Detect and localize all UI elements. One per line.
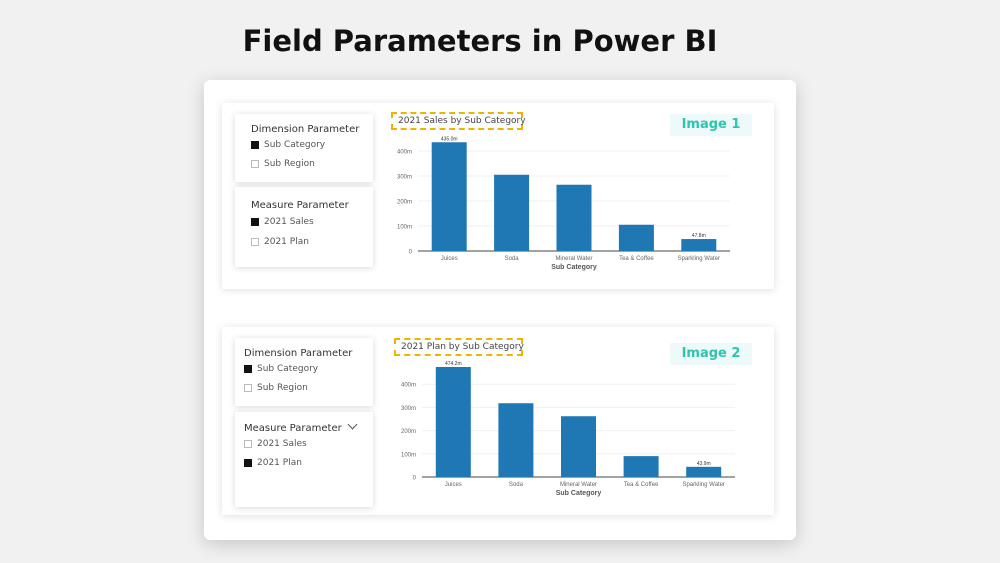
- x-axis-title: Sub Category: [551, 264, 597, 271]
- y-tick-label: 0: [413, 476, 417, 482]
- y-tick-label: 300m: [397, 175, 412, 181]
- x-axis-title: Sub Category: [556, 490, 602, 497]
- x-tick-label: Sparkling Water: [682, 482, 724, 488]
- option-label: 2021 Sales: [257, 439, 307, 449]
- data-label: 43.9m: [697, 461, 711, 467]
- data-label: 474.2m: [445, 361, 462, 367]
- bar-tea-coffee: [618, 224, 654, 251]
- checkbox-icon[interactable]: [244, 459, 252, 467]
- x-tick-label: Mineral Water: [555, 256, 592, 262]
- bar-sparkling-water: [681, 239, 717, 251]
- dimension-slicer-1: Dimension Parameter Sub Category Sub Reg…: [235, 114, 373, 182]
- bar-soda: [494, 174, 530, 251]
- chart-title: 2021 Plan by Sub Category: [394, 338, 524, 356]
- bar-soda: [498, 403, 534, 477]
- y-tick-label: 0: [409, 250, 413, 256]
- bar-juices: [431, 142, 467, 251]
- y-tick-label: 400m: [397, 150, 412, 156]
- slicer-option-2021-plan[interactable]: 2021 Plan: [251, 237, 309, 247]
- measure-slicer-2: Measure Parameter 2021 Sales 2021 Plan: [235, 412, 373, 507]
- checkbox-icon[interactable]: [251, 141, 259, 149]
- x-tick-label: Tea & Coffee: [619, 256, 654, 262]
- bar-chart-plan: 0 100m 200m 300m 400m Juices 474.2m Soda Mineral…: [401, 361, 735, 497]
- image-label: Image 1: [670, 114, 752, 136]
- x-tick-label: Soda: [505, 256, 520, 262]
- checkbox-icon[interactable]: [244, 440, 252, 448]
- data-label: 435.0m: [441, 136, 458, 142]
- slicer-option-sub-category[interactable]: Sub Category: [244, 364, 318, 374]
- bar-chart-sales: 0 100m 200m 300m 400m Juices 435.0m Soda Mineral…: [397, 136, 730, 271]
- checkbox-icon[interactable]: [251, 238, 259, 246]
- x-tick-label: Juices: [441, 256, 458, 262]
- checkbox-icon[interactable]: [244, 365, 252, 373]
- image-label: Image 2: [670, 343, 752, 365]
- option-label: Sub Region: [257, 383, 308, 393]
- option-label: 2021 Plan: [264, 237, 309, 247]
- bar-mineral-water: [556, 184, 592, 251]
- page-title: Field Parameters in Power BI: [242, 24, 718, 58]
- bar-juices: [435, 367, 471, 477]
- y-tick-label: 100m: [401, 452, 416, 458]
- option-label: 2021 Plan: [257, 458, 302, 468]
- slicer-option-2021-sales[interactable]: 2021 Sales: [251, 217, 314, 227]
- y-tick-label: 400m: [401, 383, 416, 389]
- dimension-slicer-2: Dimension Parameter Sub Category Sub Reg…: [235, 338, 373, 406]
- x-tick-label: Juices: [445, 482, 462, 488]
- slicer-title: Measure Parameter: [251, 200, 349, 211]
- slicer-option-2021-plan[interactable]: 2021 Plan: [244, 458, 302, 468]
- slicer-title: Dimension Parameter: [244, 348, 353, 359]
- y-tick-label: 200m: [397, 200, 412, 206]
- chevron-down-icon[interactable]: [347, 419, 358, 430]
- slicer-option-sub-category[interactable]: Sub Category: [251, 140, 325, 150]
- slicer-option-2021-sales[interactable]: 2021 Sales: [244, 439, 307, 449]
- bar-tea-coffee: [623, 456, 659, 477]
- bar-mineral-water: [561, 416, 596, 477]
- slicer-option-sub-region[interactable]: Sub Region: [251, 159, 315, 169]
- y-tick-label: 200m: [401, 429, 416, 435]
- checkbox-icon[interactable]: [251, 160, 259, 168]
- slicer-title: Measure Parameter: [244, 423, 342, 434]
- x-tick-label: Soda: [509, 482, 524, 488]
- bar-sparkling-water: [686, 466, 722, 477]
- y-tick-label: 100m: [397, 225, 412, 231]
- data-label: 47.8m: [692, 233, 706, 239]
- measure-slicer-1: Measure Parameter 2021 Sales 2021 Plan: [235, 187, 373, 267]
- option-label: Sub Region: [264, 159, 315, 169]
- chart-title: 2021 Sales by Sub Category: [391, 112, 526, 130]
- option-label: Sub Category: [264, 140, 326, 150]
- y-tick-label: 300m: [401, 406, 416, 412]
- x-tick-label: Mineral Water: [560, 482, 597, 488]
- x-tick-label: Tea & Coffee: [624, 482, 659, 488]
- option-label: 2021 Sales: [264, 217, 314, 227]
- slicer-option-sub-region[interactable]: Sub Region: [244, 383, 308, 393]
- option-label: Sub Category: [257, 364, 319, 374]
- slicer-title: Dimension Parameter: [251, 124, 360, 135]
- x-tick-label: Sparkling Water: [678, 256, 720, 262]
- checkbox-icon[interactable]: [251, 218, 259, 226]
- checkbox-icon[interactable]: [244, 384, 252, 392]
